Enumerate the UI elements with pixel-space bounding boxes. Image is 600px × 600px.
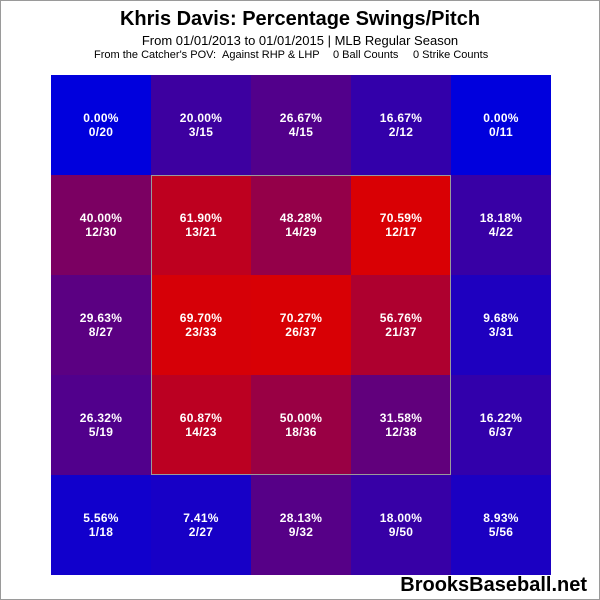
cell-percentage: 40.00% (79, 211, 123, 225)
cell-percentage: 61.90% (179, 211, 223, 225)
site-credit: BrooksBaseball.net (400, 574, 587, 596)
heatmap-cell: 0.00% 0/20 (51, 75, 151, 175)
cell-percentage: 5.56% (83, 511, 119, 525)
cell-count: 9/32 (288, 525, 314, 539)
heatmap-cell: 50.00% 18/36 (251, 375, 351, 475)
cell-count: 0/11 (489, 125, 513, 139)
cell-count: 12/30 (85, 225, 117, 239)
cell-percentage: 18.00% (379, 511, 423, 525)
cell-count: 26/37 (285, 325, 317, 339)
heatmap-cell: 18.00% 9/50 (351, 475, 451, 575)
cell-count: 6/37 (488, 425, 514, 439)
cell-count: 3/31 (488, 325, 514, 339)
cell-percentage: 50.00% (279, 411, 323, 425)
cell-percentage: 69.70% (179, 311, 223, 325)
heatmap-cell: 9.68% 3/31 (451, 275, 551, 375)
cell-percentage: 70.27% (279, 311, 323, 325)
cell-count: 1/18 (88, 525, 114, 539)
heatmap-cell: 16.67% 2/12 (351, 75, 451, 175)
heatmap-cell: 26.32% 5/19 (51, 375, 151, 475)
cell-percentage: 70.59% (379, 211, 423, 225)
cell-percentage: 48.28% (279, 211, 323, 225)
cell-percentage: 26.67% (279, 111, 323, 125)
heatmap-cell: 69.70% 23/33 (151, 275, 251, 375)
cell-percentage: 31.58% (379, 411, 423, 425)
heatmap-grid: 0.00% 0/20 20.00% 3/15 26.67% 4/15 16.67% 2/12 0… (51, 75, 551, 575)
cell-count: 21/37 (385, 325, 417, 339)
cell-count: 14/29 (285, 225, 317, 239)
cell-percentage: 9.68% (483, 311, 519, 325)
cell-percentage: 8.93% (483, 511, 519, 525)
chart-title: Khris Davis: Percentage Swings/Pitch (119, 8, 481, 30)
heatmap-cell: 31.58% 12/38 (351, 375, 451, 475)
cell-count: 5/56 (488, 525, 514, 539)
cell-count: 23/33 (185, 325, 217, 339)
cell-count: 14/23 (185, 425, 217, 439)
heatmap-cell: 60.87% 14/23 (151, 375, 251, 475)
cell-percentage: 60.87% (179, 411, 223, 425)
cell-count: 8/27 (88, 325, 114, 339)
cell-count: 9/50 (388, 525, 414, 539)
filter-strike-counts: 0 Strike Counts (413, 49, 489, 61)
cell-percentage: 29.63% (79, 311, 123, 325)
cell-count: 2/12 (388, 125, 414, 139)
cell-percentage: 0.00% (83, 111, 119, 125)
heatmap-cell: 7.41% 2/27 (151, 475, 251, 575)
cell-count: 12/17 (385, 225, 417, 239)
cell-percentage: 28.13% (279, 511, 323, 525)
heatmap-cell: 56.76% 21/37 (351, 275, 451, 375)
heatmap-cell: 26.67% 4/15 (251, 75, 351, 175)
heatmap-cell: 20.00% 3/15 (151, 75, 251, 175)
heatmap-cell: 48.28% 14/29 (251, 175, 351, 275)
cell-percentage: 16.22% (479, 411, 523, 425)
heatmap-cell: 5.56% 1/18 (51, 475, 151, 575)
heatmap-cell: 0.00% 0/11 (451, 75, 551, 175)
cell-percentage: 26.32% (79, 411, 123, 425)
heatmap-cell: 28.13% 9/32 (251, 475, 351, 575)
heatmap-cell: 61.90% 13/21 (151, 175, 251, 275)
heatmap-cell: 70.59% 12/17 (351, 175, 451, 275)
chart-subtitle: From 01/01/2013 to 01/01/2015 | MLB Regu… (141, 33, 459, 48)
cell-count: 13/21 (185, 225, 217, 239)
filter-pitcher-hand: Against RHP & LHP (222, 49, 320, 61)
cell-count: 2/27 (188, 525, 214, 539)
cell-percentage: 18.18% (479, 211, 523, 225)
filter-pov-label: From the Catcher's POV: (94, 49, 217, 61)
heatmap-cell: 70.27% 26/37 (251, 275, 351, 375)
cell-count: 5/19 (88, 425, 114, 439)
cell-percentage: 20.00% (179, 111, 223, 125)
cell-count: 4/22 (488, 225, 514, 239)
cell-percentage: 0.00% (483, 111, 519, 125)
cell-count: 0/20 (88, 125, 114, 139)
cell-percentage: 56.76% (379, 311, 423, 325)
cell-count: 12/38 (385, 425, 417, 439)
filter-ball-counts: 0 Ball Counts (333, 49, 399, 61)
cell-count: 3/15 (188, 125, 214, 139)
heatmap-cell: 8.93% 5/56 (451, 475, 551, 575)
heatmap-cell: 29.63% 8/27 (51, 275, 151, 375)
cell-percentage: 7.41% (183, 511, 219, 525)
heatmap-cell: 40.00% 12/30 (51, 175, 151, 275)
heatmap-cell: 18.18% 4/22 (451, 175, 551, 275)
cell-percentage: 16.67% (379, 111, 423, 125)
cell-count: 18/36 (285, 425, 317, 439)
cell-count: 4/15 (288, 125, 314, 139)
heatmap-cell: 16.22% 6/37 (451, 375, 551, 475)
